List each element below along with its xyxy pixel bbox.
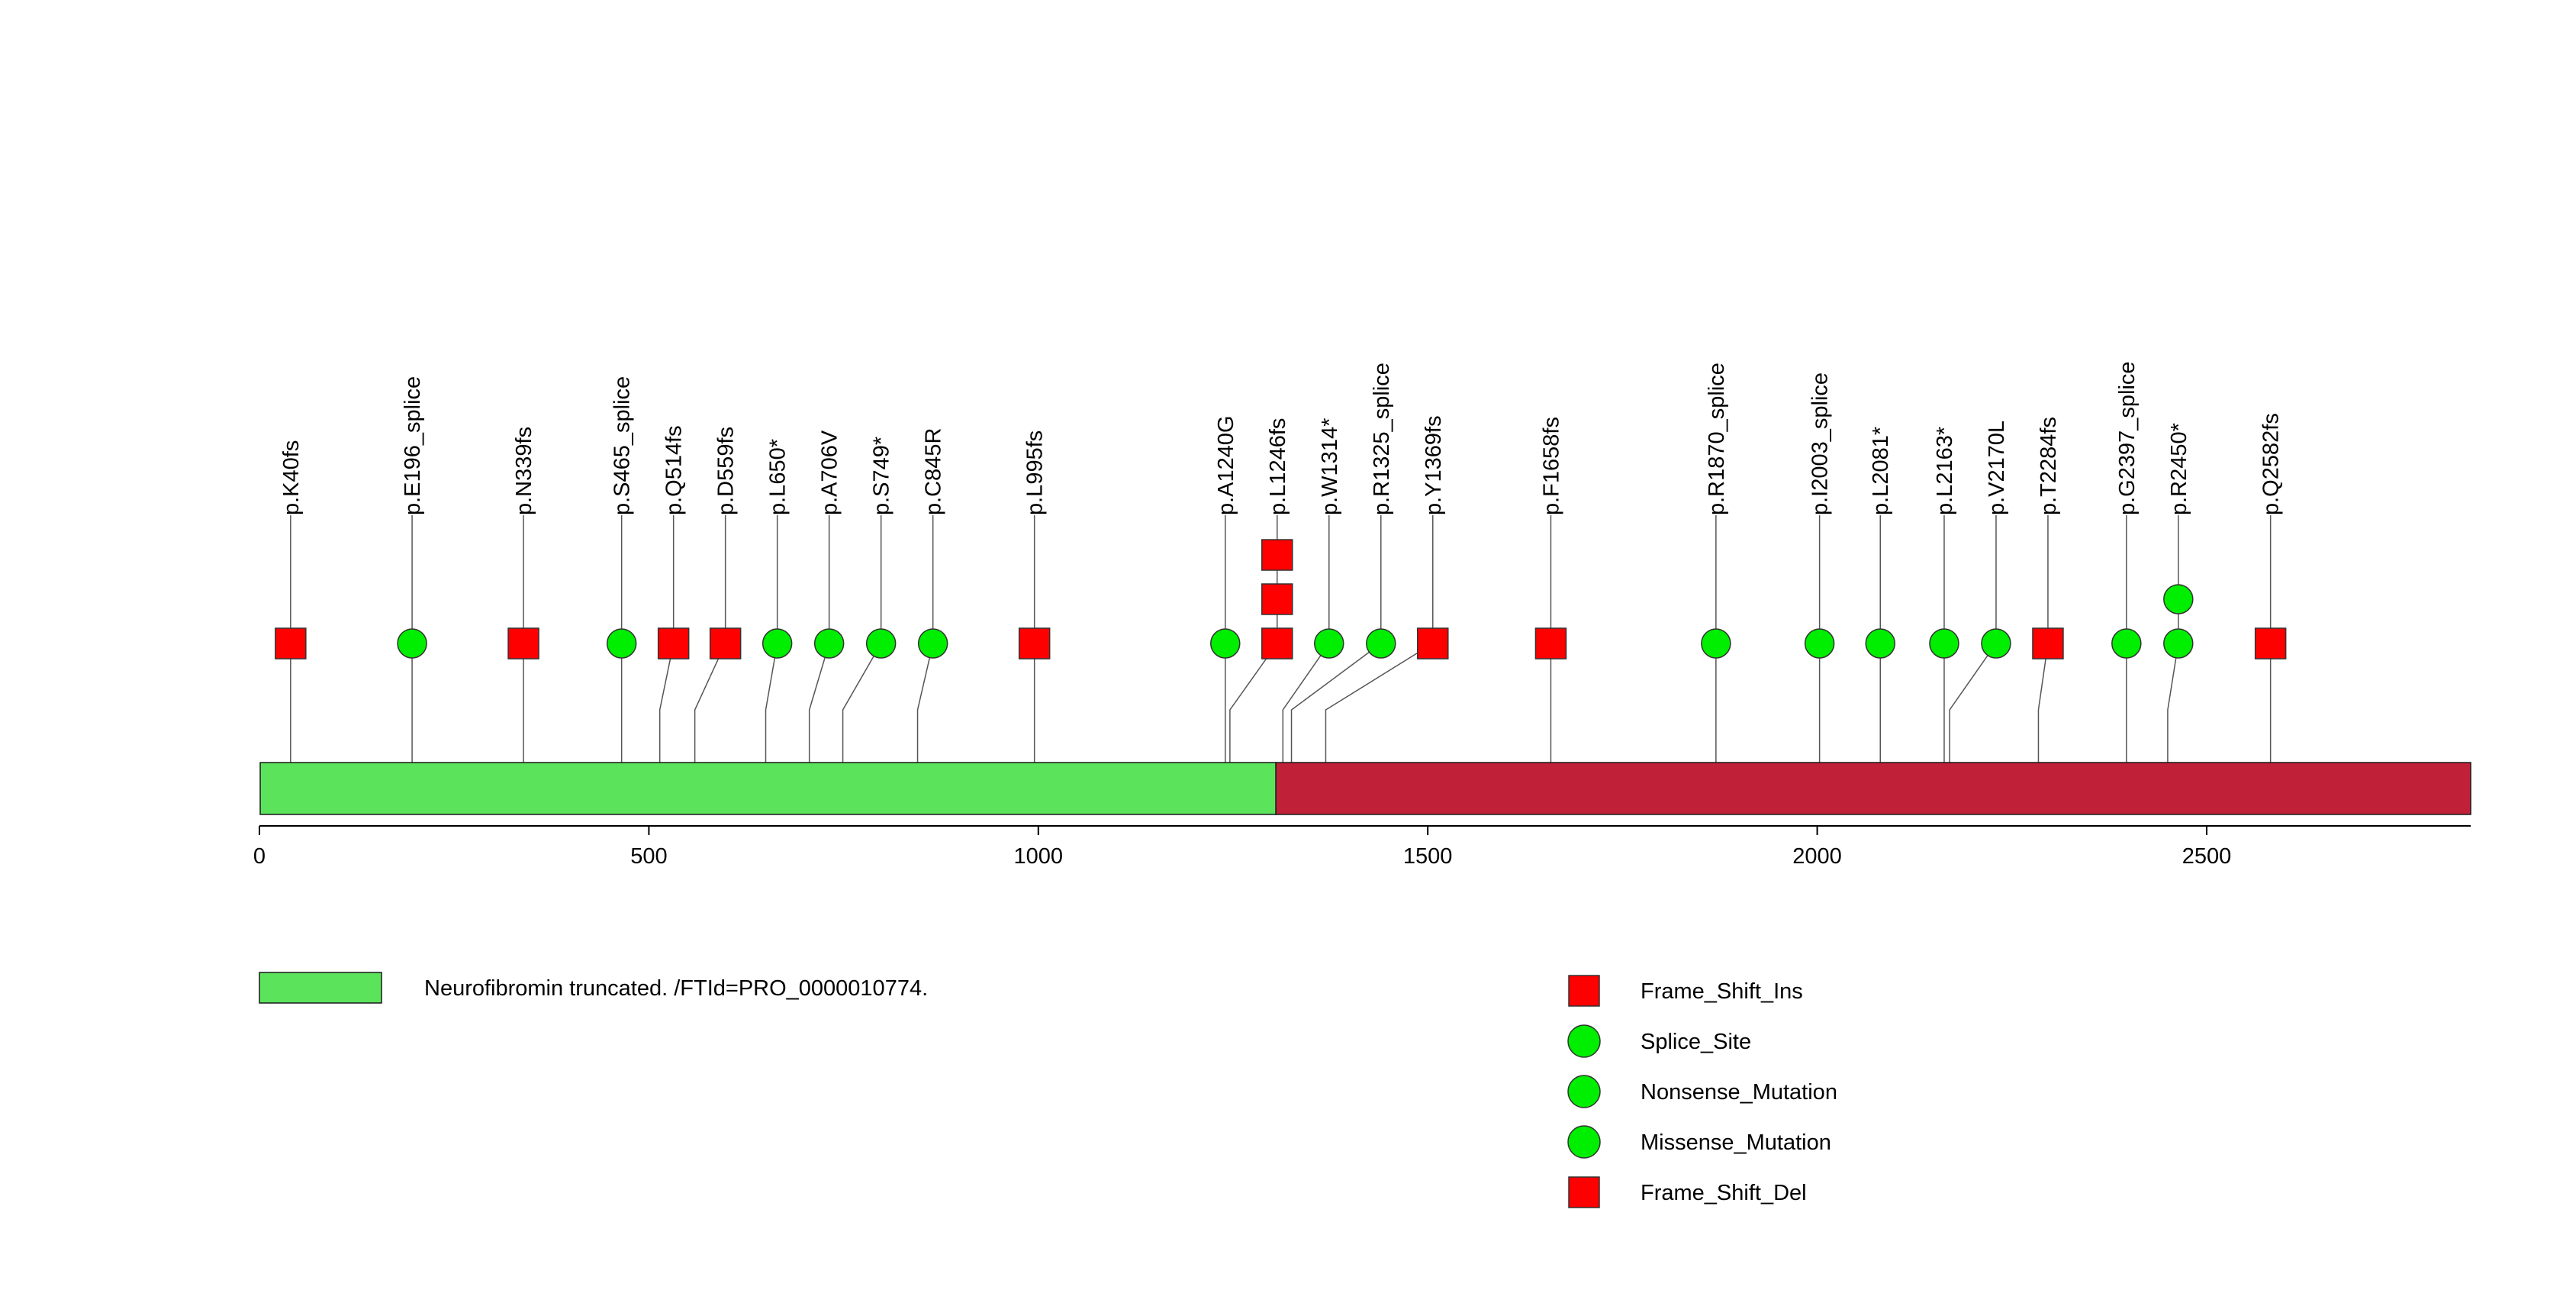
- legend-swatch-frame-shift-del: [1568, 1176, 1600, 1208]
- axis-tick-label: 0: [253, 844, 266, 869]
- marker-p-f1658fs-frame-shift-del: [1534, 627, 1567, 660]
- marker-p-i2003-splice-splice-site: [1804, 628, 1835, 659]
- mutation-label-p-l2081: p.L2081*: [1869, 427, 1893, 515]
- marker-p-t2284fs-frame-shift-del: [2032, 627, 2064, 660]
- marker-p-r2450-nonsense-mutation: [2163, 628, 2194, 659]
- mutation-label-p-r1870-splice: p.R1870_splice: [1705, 363, 1729, 515]
- legend-swatch-missense-mutation: [1567, 1125, 1601, 1159]
- mutation-label-p-n339fs: p.N339fs: [512, 427, 536, 515]
- mutation-label-p-i2003-splice: p.I2003_splice: [1808, 372, 1833, 515]
- legend: Neurofibromin truncated. /FTId=PRO_00000…: [259, 972, 1837, 1208]
- marker-p-q2582fs-frame-shift-del: [2254, 627, 2287, 660]
- marker-p-l1246fs-frame-shift-del: [1261, 583, 1293, 615]
- marker-p-g2397-splice-splice-site: [2111, 628, 2142, 659]
- mutation-labels: p.K40fs p.E196_splice p.N339fs p.S465_splic…: [279, 361, 2284, 515]
- legend-domain-label: Neurofibromin truncated. /FTId=PRO_00000…: [424, 976, 928, 1001]
- mutation-label-p-f1658fs: p.F1658fs: [1539, 417, 1563, 515]
- mutation-label-p-w1314: p.W1314*: [1318, 418, 1342, 515]
- axis-tick-label: 2500: [2182, 844, 2232, 869]
- marker-p-s749-nonsense-mutation: [865, 628, 897, 659]
- marker-p-s465-splice-splice-site: [606, 628, 637, 659]
- marker-p-a706v-missense-mutation: [813, 628, 845, 659]
- marker-p-v2170l-missense-mutation: [1981, 628, 2011, 659]
- position-axis: 0 500 1000 1500 2000 2500: [253, 825, 2471, 869]
- marker-p-c845r-missense-mutation: [917, 628, 948, 659]
- marker-p-l2081-nonsense-mutation: [1865, 628, 1895, 659]
- marker-p-n339fs-frame-shift-del: [507, 627, 539, 660]
- legend-mutation-types: Frame_Shift_Ins Splice_Site Nonsense_Mutat…: [1567, 975, 1837, 1208]
- mutation-label-p-c845r: p.C845R: [922, 428, 946, 515]
- mutation-label-p-k40fs: p.K40fs: [279, 440, 304, 515]
- mutation-label-p-t2284fs: p.T2284fs: [2037, 417, 2061, 515]
- mutation-label-p-l995fs: p.L995fs: [1023, 431, 1048, 515]
- marker-p-l1246fs-frame-shift-ins: [1261, 539, 1293, 571]
- marker-p-w1314-nonsense-mutation: [1314, 628, 1344, 659]
- legend-label-frame-shift-del: Frame_Shift_Del: [1641, 1181, 1807, 1205]
- legend-domain-swatch: [259, 972, 382, 1004]
- mutation-label-p-r2450: p.R2450*: [2167, 423, 2191, 515]
- marker-p-a1240g-missense-mutation: [1210, 628, 1241, 659]
- legend-label-splice-site: Splice_Site: [1641, 1030, 1751, 1054]
- marker-p-e196-splice-splice-site: [397, 628, 427, 659]
- marker-p-l2163-nonsense-mutation: [1929, 628, 1959, 659]
- mutation-label-p-q2582fs: p.Q2582fs: [2259, 413, 2284, 515]
- marker-p-l1246fs-frame-shift-del: [1261, 627, 1293, 660]
- mutation-label-p-d559fs: p.D559fs: [714, 427, 739, 515]
- marker-p-r1325-splice-splice-site: [1366, 628, 1396, 659]
- legend-label-nonsense-mutation: Nonsense_Mutation: [1641, 1080, 1837, 1105]
- marker-p-q514fs-frame-shift-del: [657, 627, 690, 660]
- domain-remaining-chain: [1275, 762, 2471, 815]
- mutation-label-p-e196-splice: p.E196_splice: [401, 376, 425, 515]
- mutation-label-p-s749: p.S749*: [870, 437, 894, 515]
- mutation-markers: [275, 539, 2287, 660]
- axis-tick-label: 1500: [1403, 844, 1453, 869]
- marker-p-r1870-splice-splice-site: [1701, 628, 1731, 659]
- legend-swatch-splice-site: [1567, 1024, 1601, 1058]
- mutation-label-p-a1240g: p.A1240G: [1214, 415, 1238, 515]
- marker-p-d559fs-frame-shift-del: [709, 627, 742, 660]
- marker-p-l995fs-frame-shift-del: [1018, 627, 1051, 660]
- mutation-label-p-y1369fs: p.Y1369fs: [1422, 415, 1446, 515]
- mutation-label-p-r1325-splice: p.R1325_splice: [1370, 363, 1394, 515]
- mutation-label-p-l2163: p.L2163*: [1933, 427, 1957, 515]
- mutation-label-p-l1246fs: p.L1246fs: [1266, 418, 1290, 515]
- domain-neurofibromin-truncated-ftid-pro-0000010774: [259, 762, 1277, 815]
- marker-p-l650-nonsense-mutation: [762, 628, 793, 659]
- mutation-label-p-l650: p.L650*: [766, 439, 791, 515]
- axis-tick-label: 2000: [1792, 844, 1842, 869]
- mutation-label-p-v2170l: p.V2170L: [1985, 421, 2009, 515]
- marker-p-y1369fs-frame-shift-del: [1417, 627, 1449, 660]
- legend-swatch-frame-shift-ins: [1568, 975, 1600, 1007]
- mutation-label-p-s465-splice: p.S465_splice: [610, 376, 635, 515]
- mutation-label-p-g2397-splice: p.G2397_splice: [2115, 361, 2140, 515]
- mutation-label-p-q514fs: p.Q514fs: [662, 425, 687, 515]
- marker-p-r2450-nonsense-mutation: [2163, 584, 2194, 614]
- axis-tick-label: 1000: [1014, 844, 1064, 869]
- legend-swatch-nonsense-mutation: [1567, 1075, 1601, 1108]
- legend-label-frame-shift-ins: Frame_Shift_Ins: [1641, 979, 1803, 1004]
- legend-label-missense-mutation: Missense_Mutation: [1641, 1130, 1831, 1155]
- marker-p-k40fs-frame-shift-del: [275, 627, 307, 660]
- axis-tick-label: 500: [630, 844, 667, 869]
- mutation-label-p-a706v: p.A706V: [818, 430, 842, 515]
- protein-bar: [259, 762, 2471, 815]
